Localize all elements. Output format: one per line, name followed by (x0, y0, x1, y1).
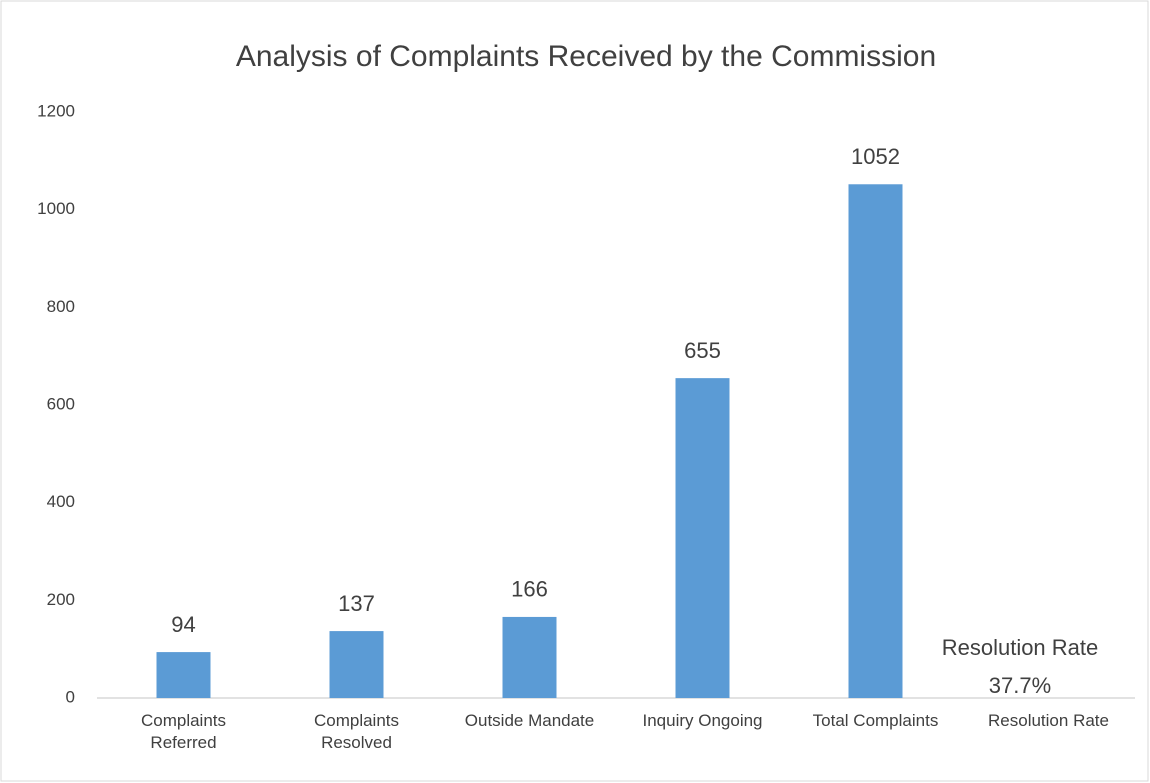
data-label: 137 (338, 591, 375, 616)
data-label: 1052 (851, 144, 900, 169)
y-tick-label: 1000 (37, 199, 75, 218)
x-tick-label: Complaints Resolved (313, 711, 400, 752)
y-tick-label: 800 (47, 297, 75, 316)
bar (848, 184, 903, 699)
y-tick-label: 600 (47, 394, 75, 413)
annotation: 37.7% (989, 673, 1051, 698)
y-tick-label: 400 (47, 492, 75, 511)
bar (502, 616, 557, 698)
chart-title: Analysis of Complaints Received by the C… (236, 40, 936, 73)
y-tick-label: 1200 (37, 101, 75, 120)
y-tick-label: 200 (47, 590, 75, 609)
x-tick-label: Resolution Rate (988, 711, 1109, 730)
data-label: 655 (684, 338, 721, 363)
x-tick-label: Total Complaints (812, 711, 939, 730)
bar (156, 652, 211, 698)
bar (329, 631, 384, 698)
x-tick-label: Outside Mandate (464, 711, 595, 730)
x-tick-label: Complaints Referred (140, 711, 227, 752)
data-label: 94 (171, 612, 195, 637)
bar (675, 378, 730, 698)
x-tick-label: Inquiry Ongoing (642, 711, 763, 730)
annotation: Resolution Rate (942, 635, 1099, 660)
data-label: 166 (511, 577, 548, 602)
y-tick-label: 0 (66, 687, 75, 706)
